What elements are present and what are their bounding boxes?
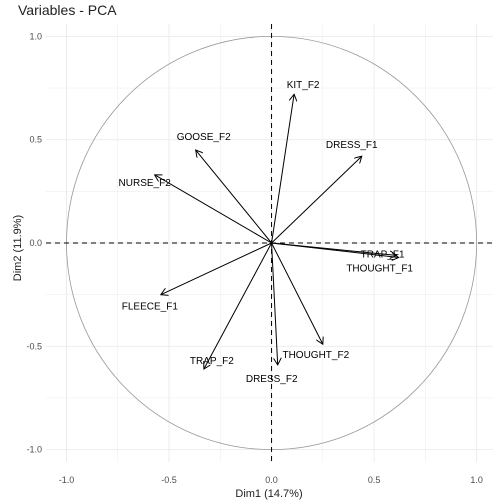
variable-arrow-thought-f1 — [271, 242, 399, 257]
variable-arrow-dress-f1 — [271, 156, 362, 244]
variable-label-dress-f1: DRESS_F1 — [326, 140, 378, 151]
x-tick-label: -1.0 — [59, 475, 75, 485]
variable-label-goose-f2: GOOSE_F2 — [177, 132, 231, 143]
variable-arrow-fleece-f1 — [161, 242, 272, 295]
variable-arrow-trap-f2 — [204, 242, 272, 369]
x-tick-label: 0.0 — [265, 475, 278, 485]
variable-arrow-dress-f2 — [271, 242, 278, 365]
variable-label-trap-f2: TRAP_F2 — [190, 356, 234, 367]
variable-labels: KIT_F2 GOOSE_F2 DRESS_F1 NURSE_F2 TRAP_F1 THO… — [119, 80, 414, 385]
variable-arrow-nurse-f2 — [155, 175, 272, 244]
y-axis-label: Dim2 (11.9%) — [12, 215, 24, 281]
y-tick-label: 0.0 — [29, 238, 42, 248]
variable-label-thought-f2: THOUGHT_F2 — [282, 350, 349, 361]
x-axis-label: Dim1 (14.7%) — [235, 488, 302, 500]
variable-label-kit-f2: KIT_F2 — [287, 80, 320, 91]
tick-labels: -1.0 -0.5 0.0 0.5 1.0 -1.0 -0.5 0.0 0.5 1.0 — [26, 31, 482, 485]
chart-title: Variables - PCA — [18, 2, 117, 18]
variable-label-fleece-f1: FLEECE_F1 — [122, 302, 179, 313]
y-tick-label: 1.0 — [29, 31, 42, 41]
variable-arrow-thought-f2 — [271, 242, 323, 344]
variable-label-dress-f2: DRESS_F2 — [246, 374, 298, 385]
x-tick-label: 1.0 — [470, 475, 483, 485]
variable-arrows — [155, 94, 399, 369]
y-tick-label: -0.5 — [26, 341, 42, 351]
x-tick-label: 0.5 — [368, 475, 381, 485]
x-tick-label: -0.5 — [161, 475, 177, 485]
y-tick-label: -1.0 — [26, 445, 42, 455]
y-tick-label: 0.5 — [29, 135, 42, 145]
variable-label-trap-f1: TRAP_F1 — [361, 249, 405, 260]
variable-label-thought-f1: THOUGHT_F1 — [346, 263, 413, 274]
variable-label-nurse-f2: NURSE_F2 — [119, 178, 172, 189]
variable-arrow-kit-f2 — [271, 94, 295, 244]
variable-arrow-goose-f2 — [196, 150, 272, 244]
